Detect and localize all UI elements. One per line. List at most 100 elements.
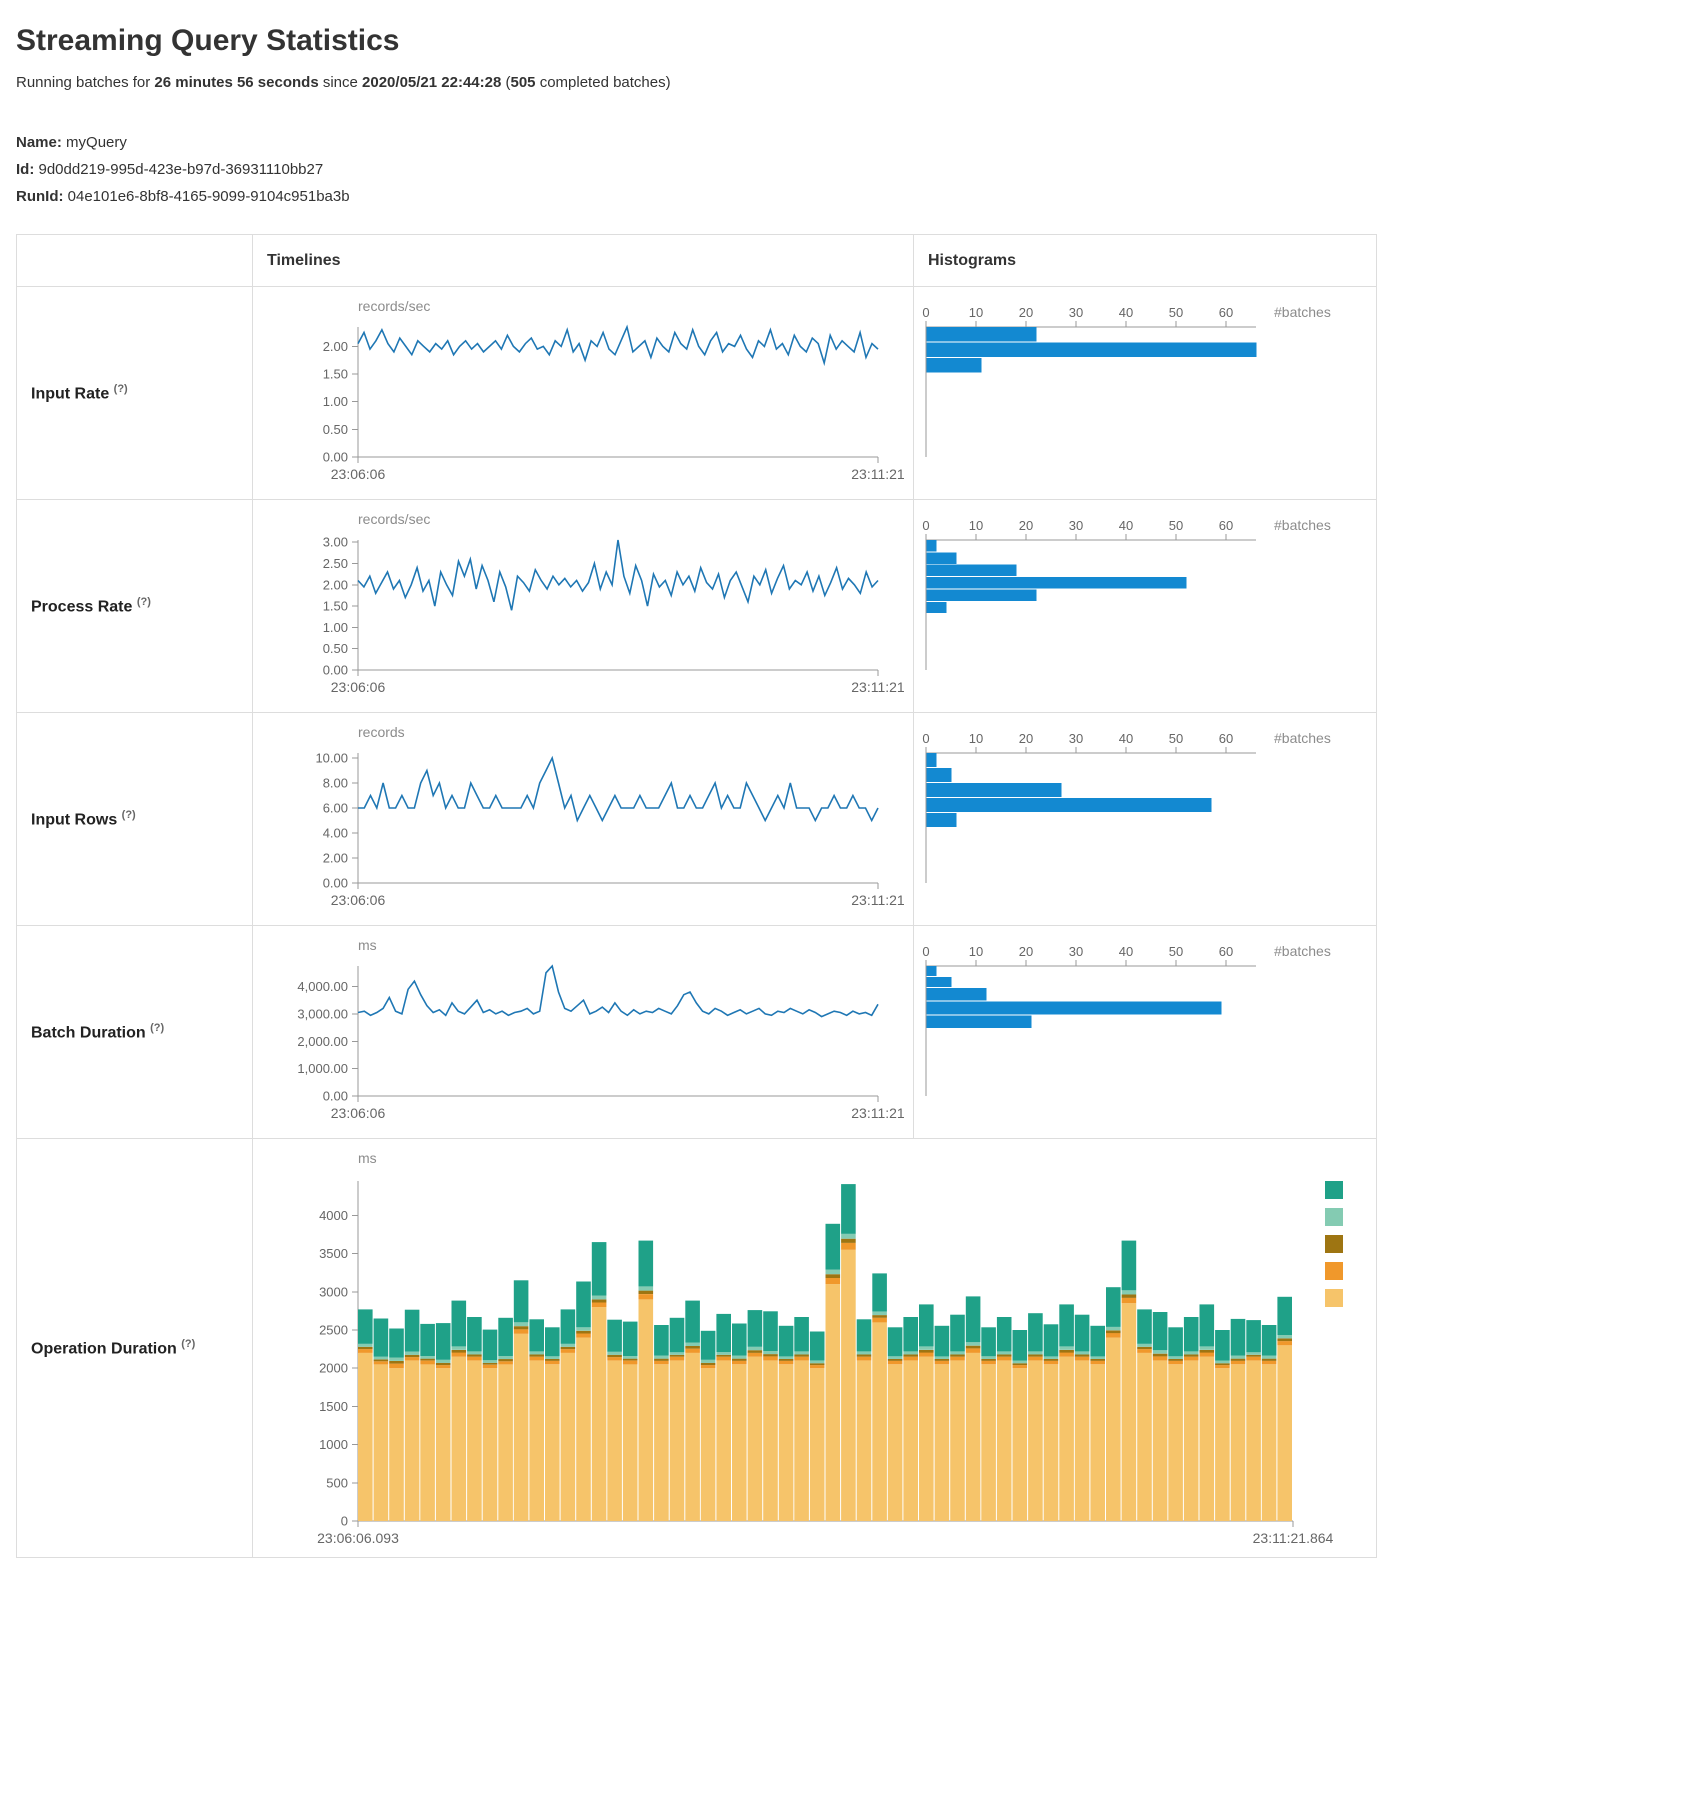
stacked-bar-segment bbox=[778, 1325, 794, 1357]
stacked-bar-segment bbox=[1012, 1360, 1028, 1364]
stacked-bar-segment bbox=[591, 1242, 607, 1296]
stacked-bar-segment bbox=[1043, 1359, 1059, 1361]
stacked-bar-segment bbox=[1121, 1290, 1137, 1295]
stacked-bar-segment bbox=[825, 1269, 841, 1275]
running-summary: Running batches for 26 minutes 56 second… bbox=[16, 74, 1677, 91]
stacked-bar-segment bbox=[1074, 1314, 1090, 1352]
stacked-bar-segment bbox=[1012, 1363, 1028, 1366]
svg-text:10: 10 bbox=[969, 305, 983, 320]
stacked-bar-segment bbox=[1246, 1320, 1261, 1353]
stacked-bar-segment bbox=[1137, 1343, 1152, 1347]
histogram-bar bbox=[926, 540, 937, 552]
stacked-bar-segment bbox=[607, 1357, 622, 1361]
stacked-bar-segment bbox=[404, 1351, 420, 1355]
stacked-bar-segment bbox=[498, 1364, 513, 1521]
svg-text:0: 0 bbox=[922, 305, 929, 320]
svg-text:30: 30 bbox=[1069, 731, 1083, 746]
stacked-bar-segment bbox=[809, 1331, 825, 1361]
svg-text:50: 50 bbox=[1169, 731, 1183, 746]
stacked-bar-segment bbox=[1121, 1294, 1137, 1298]
histogram-bar bbox=[926, 601, 947, 614]
stacked-bar-segment bbox=[872, 1322, 887, 1521]
histogram-bar bbox=[926, 342, 1257, 357]
stacked-bar-segment bbox=[981, 1356, 996, 1359]
stacked-bar-segment bbox=[482, 1362, 498, 1365]
svg-text:2.50: 2.50 bbox=[323, 556, 348, 571]
svg-text:23:11:21: 23:11:21 bbox=[851, 1105, 905, 1121]
stacked-bar-segment bbox=[1043, 1356, 1059, 1359]
stacked-bar-segment bbox=[1090, 1364, 1105, 1521]
stacked-bar-segment bbox=[950, 1360, 965, 1521]
operation-duration-row: Operation Duration (?) ms 0 500 1000 1500 200… bbox=[16, 1138, 1377, 1558]
svg-text:23:11:21: 23:11:21 bbox=[851, 466, 905, 482]
stacked-bar-segment bbox=[732, 1360, 747, 1365]
input-rows-row: Input Rows (?) records 0.00 2.00 4.00 6.00 8.… bbox=[16, 712, 1377, 926]
histogram-bar bbox=[926, 976, 952, 987]
stacked-bar-segment bbox=[467, 1317, 482, 1352]
stacked-bar-segment bbox=[903, 1317, 918, 1352]
svg-text:2500: 2500 bbox=[319, 1322, 348, 1337]
stacked-bar-segment bbox=[872, 1311, 887, 1316]
stacked-bar-segment bbox=[389, 1363, 404, 1369]
process-rate-help-icon[interactable]: (?) bbox=[136, 595, 151, 608]
stacked-bar-segment bbox=[778, 1360, 794, 1365]
stacked-bar-segment bbox=[404, 1357, 420, 1361]
stacked-bar-segment bbox=[856, 1319, 872, 1352]
svg-text:10: 10 bbox=[969, 944, 983, 959]
operation-duration-help-icon[interactable]: (?) bbox=[181, 1337, 196, 1350]
stacked-bar-segment bbox=[919, 1356, 934, 1521]
stacked-bar-segment bbox=[669, 1356, 685, 1361]
stacked-bar-segment bbox=[1012, 1330, 1028, 1361]
stacked-bar-segment bbox=[950, 1351, 965, 1355]
stacked-bar-segment bbox=[903, 1354, 918, 1357]
stacked-bar-segment bbox=[1261, 1355, 1277, 1359]
stacked-bar-segment bbox=[404, 1309, 420, 1352]
stacked-bar-segment bbox=[451, 1300, 467, 1347]
stacked-bar-segment bbox=[1137, 1346, 1152, 1350]
stacked-bar-segment bbox=[1277, 1296, 1292, 1335]
svg-text:40: 40 bbox=[1119, 305, 1133, 320]
stacked-bar-segment bbox=[467, 1360, 482, 1521]
stacked-bar-segment bbox=[669, 1317, 685, 1353]
stacked-bar-segment bbox=[965, 1345, 981, 1349]
stacked-bar-segment bbox=[1152, 1356, 1168, 1361]
stacked-bar-segment bbox=[887, 1327, 903, 1357]
stacked-bar-segment bbox=[700, 1362, 716, 1366]
svg-text:23:06:06.093: 23:06:06.093 bbox=[317, 1530, 399, 1546]
stacked-bar-segment bbox=[373, 1359, 389, 1362]
svg-text:40: 40 bbox=[1119, 731, 1133, 746]
stacked-bar-segment bbox=[513, 1322, 529, 1327]
svg-text:3.00: 3.00 bbox=[323, 535, 348, 550]
process-rate-histogram-chart: 0 10 20 30 40 50 60 #batches bbox=[914, 500, 1376, 712]
histogram-bar bbox=[926, 589, 1037, 601]
running-duration: 26 minutes 56 seconds bbox=[154, 74, 319, 91]
query-id-line: Id: 9d0dd219-995d-423e-b97d-36931110bb27 bbox=[16, 156, 1677, 183]
stacked-bar-segment bbox=[1012, 1368, 1028, 1521]
stacked-bar-segment bbox=[1090, 1359, 1105, 1361]
stacked-bar-segment bbox=[576, 1330, 591, 1334]
stacked-bar-segment bbox=[654, 1325, 669, 1356]
stacked-bar-segment bbox=[389, 1357, 404, 1361]
svg-text:0.00: 0.00 bbox=[323, 450, 348, 465]
stacked-bar-segment bbox=[529, 1351, 544, 1355]
timeline-line bbox=[358, 755, 879, 823]
input-rows-help-icon[interactable]: (?) bbox=[121, 808, 136, 821]
svg-text:50: 50 bbox=[1169, 518, 1183, 533]
stacked-bar-segment bbox=[358, 1346, 373, 1350]
batch-duration-help-icon[interactable]: (?) bbox=[150, 1021, 165, 1034]
stacked-bar-segment bbox=[747, 1356, 763, 1521]
stacked-bar-segment bbox=[809, 1363, 825, 1366]
input-rate-help-icon[interactable]: (?) bbox=[113, 382, 128, 395]
histogram-svg: 0 10 20 30 40 50 60 #batches bbox=[922, 730, 1331, 883]
stacked-bar-segment bbox=[389, 1360, 404, 1364]
stacked-bar-segment bbox=[498, 1317, 513, 1356]
process-rate-label: Process Rate bbox=[31, 598, 133, 616]
stacked-bar-segment bbox=[1043, 1364, 1059, 1521]
svg-text:3500: 3500 bbox=[319, 1246, 348, 1261]
histogram-bar bbox=[926, 783, 1062, 797]
svg-text:50: 50 bbox=[1169, 944, 1183, 959]
svg-text:23:06:06: 23:06:06 bbox=[331, 466, 386, 482]
stacked-bar-segment bbox=[1012, 1365, 1028, 1369]
stacked-bar-segment bbox=[965, 1342, 981, 1346]
input-rows-label: Input Rows bbox=[31, 811, 118, 829]
